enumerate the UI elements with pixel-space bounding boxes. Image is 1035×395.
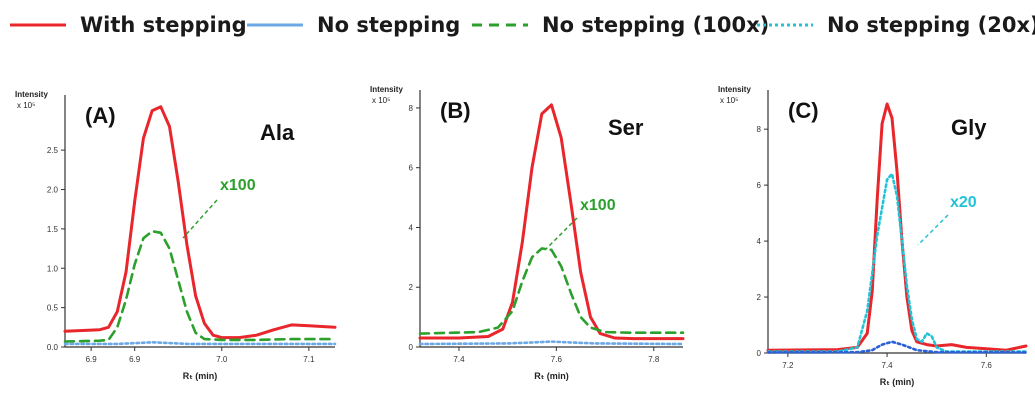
panel-label: (B) [440, 98, 471, 123]
y-tick-label: 8 [757, 125, 762, 134]
y-tick-label: 0.5 [47, 304, 59, 313]
y-axis-label: Intensity [15, 90, 48, 99]
chart-panel-a: 0.0 0.5 1.0 1.5 2.0 2.5 6.9 6.9 7.0 7.1 Intensity x… [15, 90, 337, 381]
annotation-leader [917, 214, 949, 246]
legend-item-no-stepping: No stepping [245, 10, 460, 40]
x-axis-label: Rₜ (min) [534, 371, 568, 381]
x-tick-label: 7.4 [882, 361, 894, 370]
legend-swatch-no-stepping [247, 23, 303, 27]
legend-label: No stepping [317, 13, 461, 37]
x-tick-label: 7.8 [648, 355, 660, 364]
series-line-no-stepping [766, 340, 1028, 354]
y-tick-label: 2 [757, 293, 762, 302]
legend-item-with-stepping: With stepping [8, 10, 247, 40]
x-tick-label: 7.6 [981, 361, 993, 370]
chart-panel-c: 0 2 4 6 8 7.2 7.4 7.6 Intensity x 10⁵ Rₜ (min) (C) G… [718, 85, 1028, 387]
series-line-with-stepping [766, 102, 1028, 352]
annotation-label: x100 [220, 177, 256, 194]
y-axis-label: Intensity [718, 85, 751, 94]
annotation-label: x20 [950, 194, 977, 211]
annotation-label: x100 [580, 197, 616, 214]
y-tick-label: 0.0 [47, 343, 59, 352]
x-tick-label: 7.2 [782, 361, 794, 370]
y-tick-label: 0 [757, 349, 762, 358]
series-line-no-stepping [63, 340, 337, 346]
chart-panel-b: 0 2 4 6 8 7.4 7.6 7.8 Intensity x 10⁵ Rₜ (min) (B) S… [370, 85, 685, 381]
y-tick-label: 8 [409, 104, 414, 113]
y-axis-label: Intensity [370, 85, 403, 94]
series-line-no-stepping-100x [418, 247, 685, 335]
annotation-leader [544, 217, 578, 251]
annotation-leader [182, 199, 218, 239]
x-tick-label: 6.9 [86, 355, 98, 364]
analyte-label: Ser [608, 115, 644, 140]
x-axis-label: Rₜ (min) [183, 371, 217, 381]
x-axis-label: Rₜ (min) [880, 377, 914, 387]
legend-swatch-no-stepping-20x [757, 23, 813, 27]
series-line-no-stepping [418, 340, 685, 346]
y-axis-multiplier: x 10⁵ [17, 101, 35, 110]
legend-swatch-with-stepping [10, 23, 66, 27]
panel-label: (A) [85, 103, 116, 128]
y-tick-label: 1.5 [47, 225, 59, 234]
series-line-no-stepping-20x [766, 172, 1028, 353]
x-tick-label: 7.0 [216, 355, 228, 364]
analyte-label: Ala [260, 120, 295, 145]
series-line-with-stepping [418, 103, 685, 341]
y-axis-multiplier: x 10⁵ [720, 96, 738, 105]
legend: With stepping No stepping No stepping (1… [0, 0, 1035, 50]
series-line-with-stepping [63, 105, 337, 340]
y-tick-label: 4 [757, 237, 762, 246]
analyte-label: Gly [951, 115, 987, 140]
legend-label: No stepping (20x) [827, 13, 1035, 37]
y-tick-label: 0 [409, 343, 414, 352]
y-tick-label: 2 [409, 283, 414, 292]
series-line-no-stepping-100x [63, 229, 337, 343]
y-axis-multiplier: x 10⁵ [372, 96, 390, 105]
y-tick-label: 6 [409, 164, 414, 173]
legend-label: No stepping (100x) [542, 13, 770, 37]
x-tick-label: 7.4 [453, 355, 465, 364]
y-tick-label: 1.0 [47, 264, 59, 273]
legend-swatch-no-stepping-100x [472, 23, 528, 27]
x-tick-label: 7.1 [303, 355, 315, 364]
y-tick-label: 6 [757, 181, 762, 190]
panel-label: (C) [788, 98, 819, 123]
y-tick-label: 2.0 [47, 186, 59, 195]
y-tick-label: 4 [409, 223, 414, 232]
x-tick-label: 7.6 [551, 355, 563, 364]
legend-item-no-stepping-20x: No stepping (20x) [755, 10, 1035, 40]
legend-label: With stepping [80, 13, 247, 37]
x-tick-label: 6.9 [129, 355, 141, 364]
y-tick-label: 2.5 [47, 146, 59, 155]
legend-item-no-stepping-100x: No stepping (100x) [470, 10, 769, 40]
